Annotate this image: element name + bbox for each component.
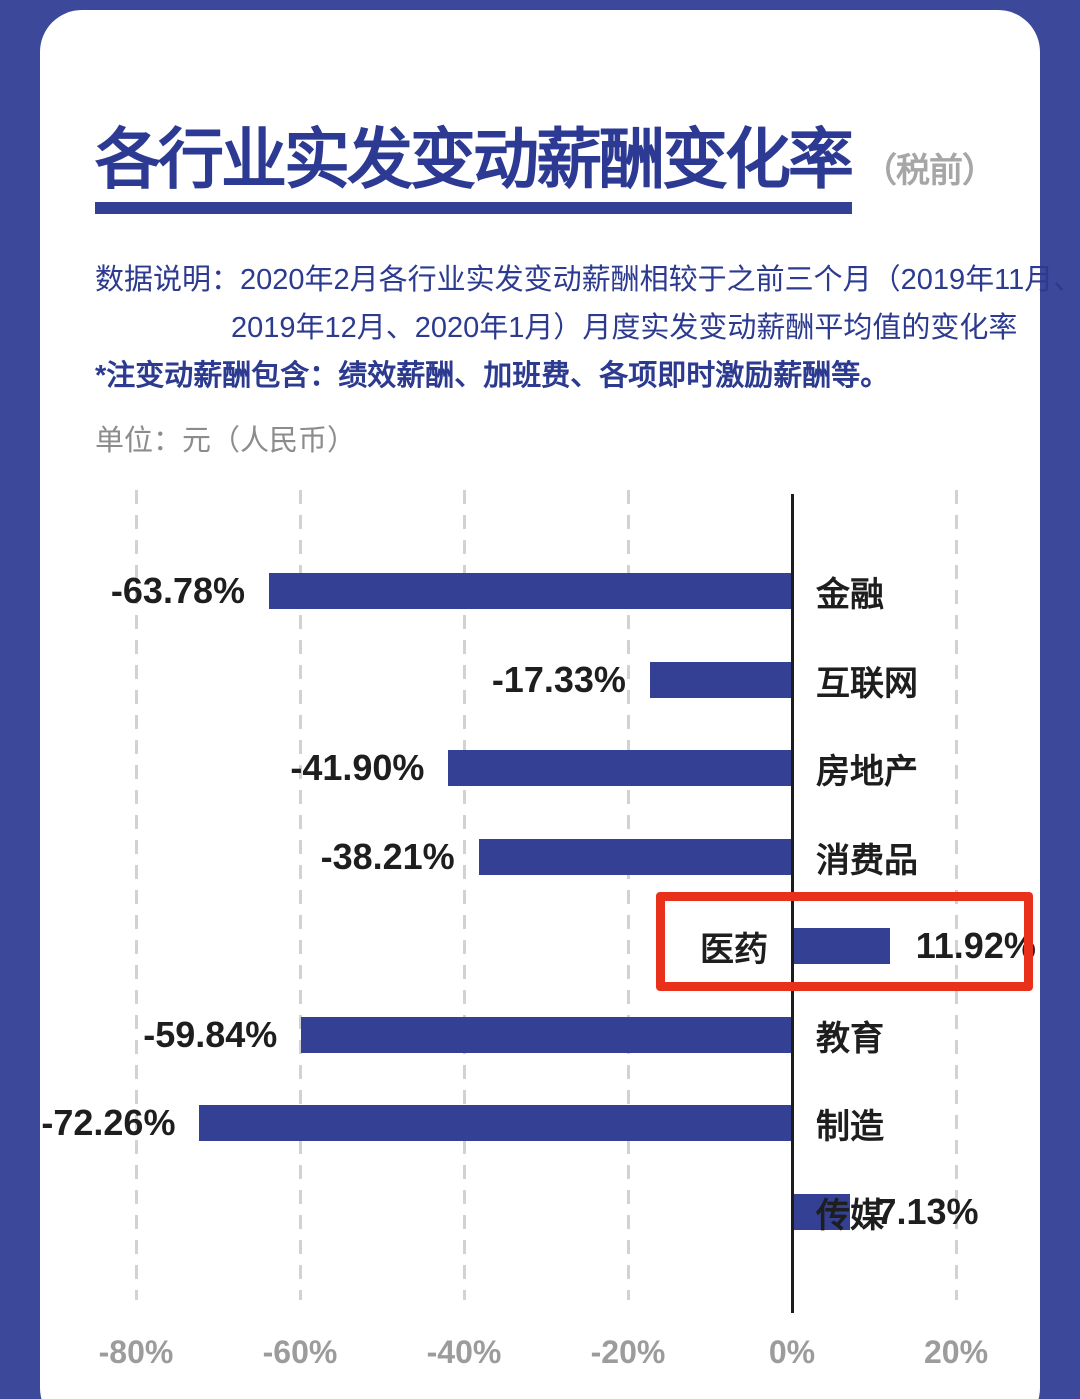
value-label: -59.84%	[143, 1014, 278, 1055]
page-title: 各行业实发变动薪酬变化率 （税前）	[95, 106, 996, 202]
value-label: -72.26%	[41, 1102, 176, 1143]
value-label: -41.90%	[290, 747, 425, 788]
unit-label: 单位：元（人民币）	[95, 425, 357, 457]
gridline	[298, 490, 302, 1300]
x-axis-tick-label: -20%	[590, 1334, 666, 1370]
zero-axis-line	[790, 494, 794, 1313]
x-axis-tick-label: 20%	[923, 1334, 989, 1370]
page-title-suffix: （税前）	[863, 152, 996, 190]
category-label: 制造	[816, 1107, 884, 1146]
x-axis-tick-label: 0%	[768, 1334, 816, 1370]
x-axis-tick-label: -40%	[426, 1334, 502, 1370]
data-description-line2: 2019年12月、2020年1月）月度实发变动薪酬平均值的变化率	[231, 312, 1018, 344]
category-label: 房地产	[816, 752, 918, 791]
bar	[478, 839, 792, 875]
category-label: 传媒	[816, 1196, 884, 1235]
value-label: -17.33%	[491, 659, 626, 700]
highlight-box-medical	[656, 892, 1033, 991]
title-underline-bar	[95, 202, 852, 214]
x-axis-tick-label: -80%	[98, 1334, 174, 1370]
bar	[792, 928, 890, 964]
bar	[649, 662, 792, 698]
x-axis-tick-label: -60%	[262, 1334, 338, 1370]
value-label: 7.13%	[876, 1191, 979, 1232]
category-label: 互联网	[816, 664, 918, 703]
bar	[448, 750, 792, 786]
bar	[199, 1105, 792, 1141]
category-label: 消费品	[816, 841, 918, 880]
data-description: 数据说明：2020年2月各行业实发变动薪酬相较于之前三个月（2019年11月、 …	[95, 256, 1080, 352]
gridline	[134, 490, 138, 1300]
gridline	[626, 490, 630, 1300]
category-label: 金融	[816, 575, 884, 614]
infographic-card	[40, 10, 1040, 1399]
category-label: 医药	[700, 930, 768, 969]
category-label: 教育	[816, 1019, 884, 1058]
value-label: 11.92%	[915, 925, 1036, 966]
value-label: -38.21%	[320, 836, 455, 877]
bar	[301, 1017, 792, 1053]
gridline	[462, 490, 466, 1300]
page-title-text: 各行业实发变动薪酬变化率	[95, 122, 854, 196]
value-label: -63.78%	[110, 570, 246, 611]
footnote-text: *注变动薪酬包含：绩效薪酬、加班费、各项即时激励薪酬等。	[95, 360, 890, 392]
bar	[269, 573, 792, 609]
bar	[792, 1194, 851, 1230]
data-description-line1: 数据说明：2020年2月各行业实发变动薪酬相较于之前三个月（2019年11月、	[95, 264, 1080, 296]
